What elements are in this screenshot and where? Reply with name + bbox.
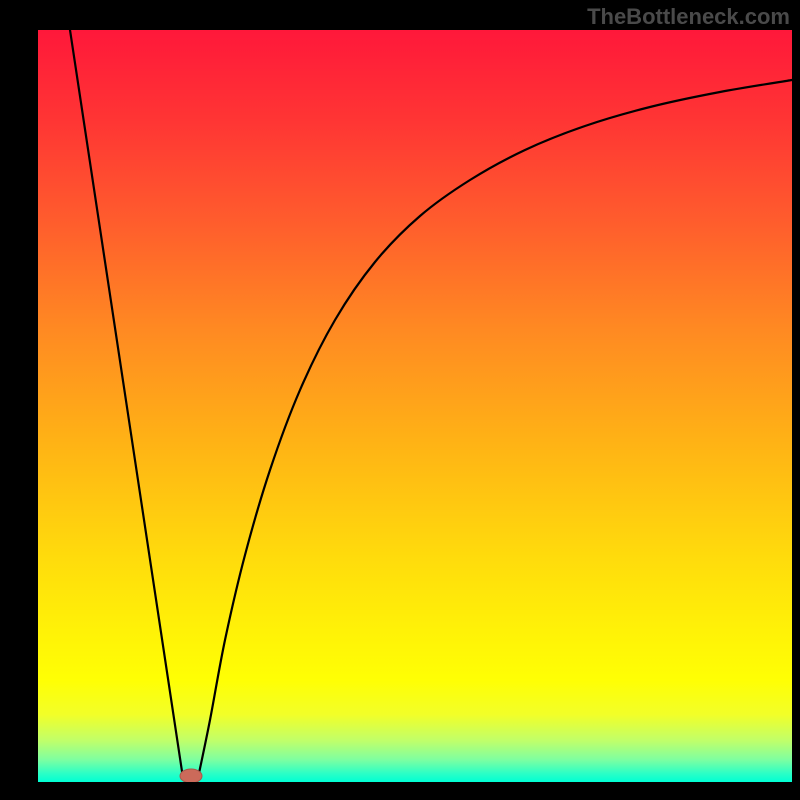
curve-right-segment [198, 80, 792, 778]
curve-layer [38, 30, 792, 782]
watermark-text: TheBottleneck.com [587, 4, 790, 30]
plot-area [38, 30, 792, 782]
curve-left-segment [70, 30, 183, 778]
optimum-marker [180, 769, 202, 782]
chart-container: TheBottleneck.com [0, 0, 800, 800]
